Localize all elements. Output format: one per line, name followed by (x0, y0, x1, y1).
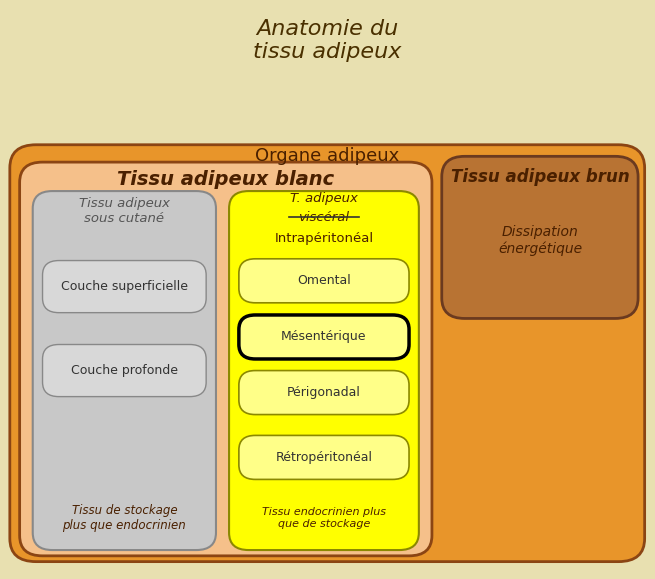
Text: Omental: Omental (297, 274, 351, 287)
FancyBboxPatch shape (239, 315, 409, 359)
Text: Périgonadal: Périgonadal (287, 386, 361, 399)
Text: Couche profonde: Couche profonde (71, 364, 178, 377)
FancyBboxPatch shape (441, 156, 638, 318)
Text: Anatomie du
tissu adipeux: Anatomie du tissu adipeux (253, 19, 402, 62)
FancyBboxPatch shape (20, 162, 432, 556)
Text: Intrapéritonéal: Intrapéritonéal (274, 232, 373, 245)
Text: Rétropéritonéal: Rétropéritonéal (276, 451, 373, 464)
Text: Dissipation
énergétique: Dissipation énergétique (498, 225, 582, 256)
Text: Tissu adipeux
sous cutané: Tissu adipeux sous cutané (79, 197, 170, 225)
FancyBboxPatch shape (239, 371, 409, 415)
Text: Tissu endocrinien plus
que de stockage: Tissu endocrinien plus que de stockage (262, 507, 386, 529)
FancyBboxPatch shape (239, 259, 409, 303)
FancyBboxPatch shape (10, 145, 645, 562)
Text: Organe adipeux: Organe adipeux (255, 147, 400, 166)
Text: viscéral: viscéral (299, 211, 350, 223)
FancyBboxPatch shape (229, 191, 419, 550)
FancyBboxPatch shape (43, 261, 206, 313)
Text: Tissu adipeux brun: Tissu adipeux brun (451, 167, 629, 186)
Text: Couche superficielle: Couche superficielle (61, 280, 188, 293)
Text: Tissu adipeux blanc: Tissu adipeux blanc (117, 170, 334, 189)
Text: T. adipeux: T. adipeux (290, 192, 358, 204)
FancyBboxPatch shape (43, 345, 206, 397)
Text: Tissu de stockage
plus que endocrinien: Tissu de stockage plus que endocrinien (62, 504, 186, 532)
FancyBboxPatch shape (33, 191, 216, 550)
FancyBboxPatch shape (239, 435, 409, 479)
Text: Mésentérique: Mésentérique (281, 331, 367, 343)
